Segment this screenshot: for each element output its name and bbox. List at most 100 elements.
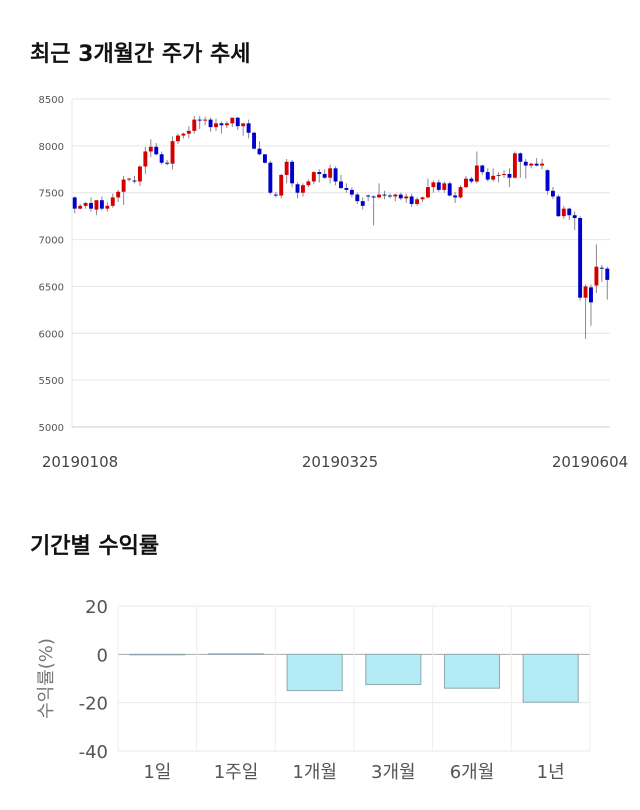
candle [89, 197, 93, 212]
candle-body-down [382, 194, 387, 196]
candle-body-down [159, 154, 164, 163]
candle-body-up [496, 174, 501, 176]
candle-body-down [89, 203, 93, 209]
candle [447, 181, 452, 197]
candle-body-up [431, 182, 436, 188]
returns-x-ticks: 1일 1주일 1개월 3개월 6개월 1년 [143, 762, 564, 783]
price-y-ticks: 5000 5500 6000 6500 7000 7500 8000 8500 [39, 95, 64, 434]
candle-body-up [94, 200, 99, 210]
candle [186, 126, 191, 139]
candle [605, 266, 610, 300]
candle [491, 168, 496, 182]
candle [322, 169, 327, 179]
candle [284, 158, 289, 184]
candle-body-up [583, 286, 588, 298]
candle-body-down [197, 119, 202, 121]
candle [127, 177, 132, 182]
candle-body-up [404, 196, 409, 199]
candle [339, 174, 343, 189]
candle [583, 284, 588, 339]
candle [366, 194, 371, 202]
returns-bars [129, 653, 579, 703]
candle-body-up [491, 175, 496, 180]
candle-body-down [589, 287, 593, 303]
candle-body-up [594, 266, 599, 286]
candle-body-up [230, 117, 235, 124]
price-x-tick-label: 20190325 [302, 453, 378, 471]
candle [121, 175, 126, 205]
candle [333, 166, 338, 186]
candle-body-down [360, 201, 365, 206]
candle-body-up [442, 183, 447, 190]
candle-body-up [328, 168, 333, 178]
candle [425, 178, 430, 199]
candle-body-up [176, 135, 180, 142]
candle-body-up [110, 197, 115, 206]
candle-body-down [545, 170, 550, 191]
candle-body-down [447, 183, 452, 196]
candle [387, 193, 392, 199]
candle-body-up [186, 130, 191, 134]
candle-body-up [105, 205, 110, 209]
returns-y-tick-label: 0 [97, 645, 108, 666]
candle-body-up [529, 163, 534, 166]
candle [317, 169, 322, 183]
candle-body-down [154, 146, 159, 155]
candle [246, 119, 251, 139]
candle-body-down [290, 161, 295, 184]
candle-body-down [246, 123, 251, 133]
price-y-tick-label: 7000 [39, 236, 64, 247]
candle-body-up [561, 208, 566, 217]
candle [507, 168, 512, 188]
candle [159, 151, 164, 165]
price-x-tick-label: 20190604 [552, 453, 628, 471]
candle [262, 154, 267, 164]
candle-body-down [523, 161, 528, 166]
candle-body-down [262, 154, 267, 163]
price-y-tick-label: 6500 [39, 282, 64, 293]
candle [344, 183, 349, 193]
returns-bar [522, 653, 579, 703]
candle-body-down [387, 195, 392, 197]
price-grid [71, 98, 610, 428]
candle-body-down [480, 165, 485, 173]
candle-body-down [257, 148, 262, 155]
returns-bar-chart: 20 0 -20 -40 1일 1주일 1개월 3개월 6개월 1년 수익률(%) [36, 597, 591, 783]
candle-body-up [224, 123, 229, 126]
candle [415, 197, 420, 206]
candle-body-down [599, 267, 604, 269]
candle-body-up [415, 199, 420, 204]
candle [561, 205, 566, 219]
price-x-tick-label: 20190108 [42, 453, 118, 471]
candle [453, 191, 458, 204]
candle [208, 117, 213, 132]
candle-body-down [252, 132, 257, 149]
candle-body-down [518, 153, 523, 162]
candle [197, 115, 202, 129]
candle-body-up [311, 172, 316, 182]
candle [393, 193, 398, 202]
candle-body-down [469, 178, 474, 182]
candle [148, 139, 153, 158]
candle-body-down [567, 208, 572, 216]
candle [241, 123, 246, 136]
candle-body-up [306, 181, 311, 186]
candle-body-down [339, 181, 343, 189]
candle-body-up [137, 166, 142, 182]
candle [170, 136, 175, 170]
candle [224, 121, 229, 129]
price-y-tick-label: 8000 [39, 142, 64, 153]
candle [485, 168, 490, 182]
candle [214, 118, 218, 131]
candle [534, 158, 539, 167]
candle [349, 187, 354, 198]
price-y-tick-label: 8500 [39, 95, 64, 106]
returns-y-tick-label: 20 [85, 597, 108, 618]
returns-x-tick-label: 3개월 [371, 762, 416, 783]
candle-body-down [578, 218, 583, 298]
candle-body-down [165, 162, 170, 164]
returns-y-tick-label: -40 [79, 742, 108, 763]
candle-body-up [458, 187, 463, 198]
candle-body-up [170, 141, 175, 164]
candle [94, 200, 99, 216]
